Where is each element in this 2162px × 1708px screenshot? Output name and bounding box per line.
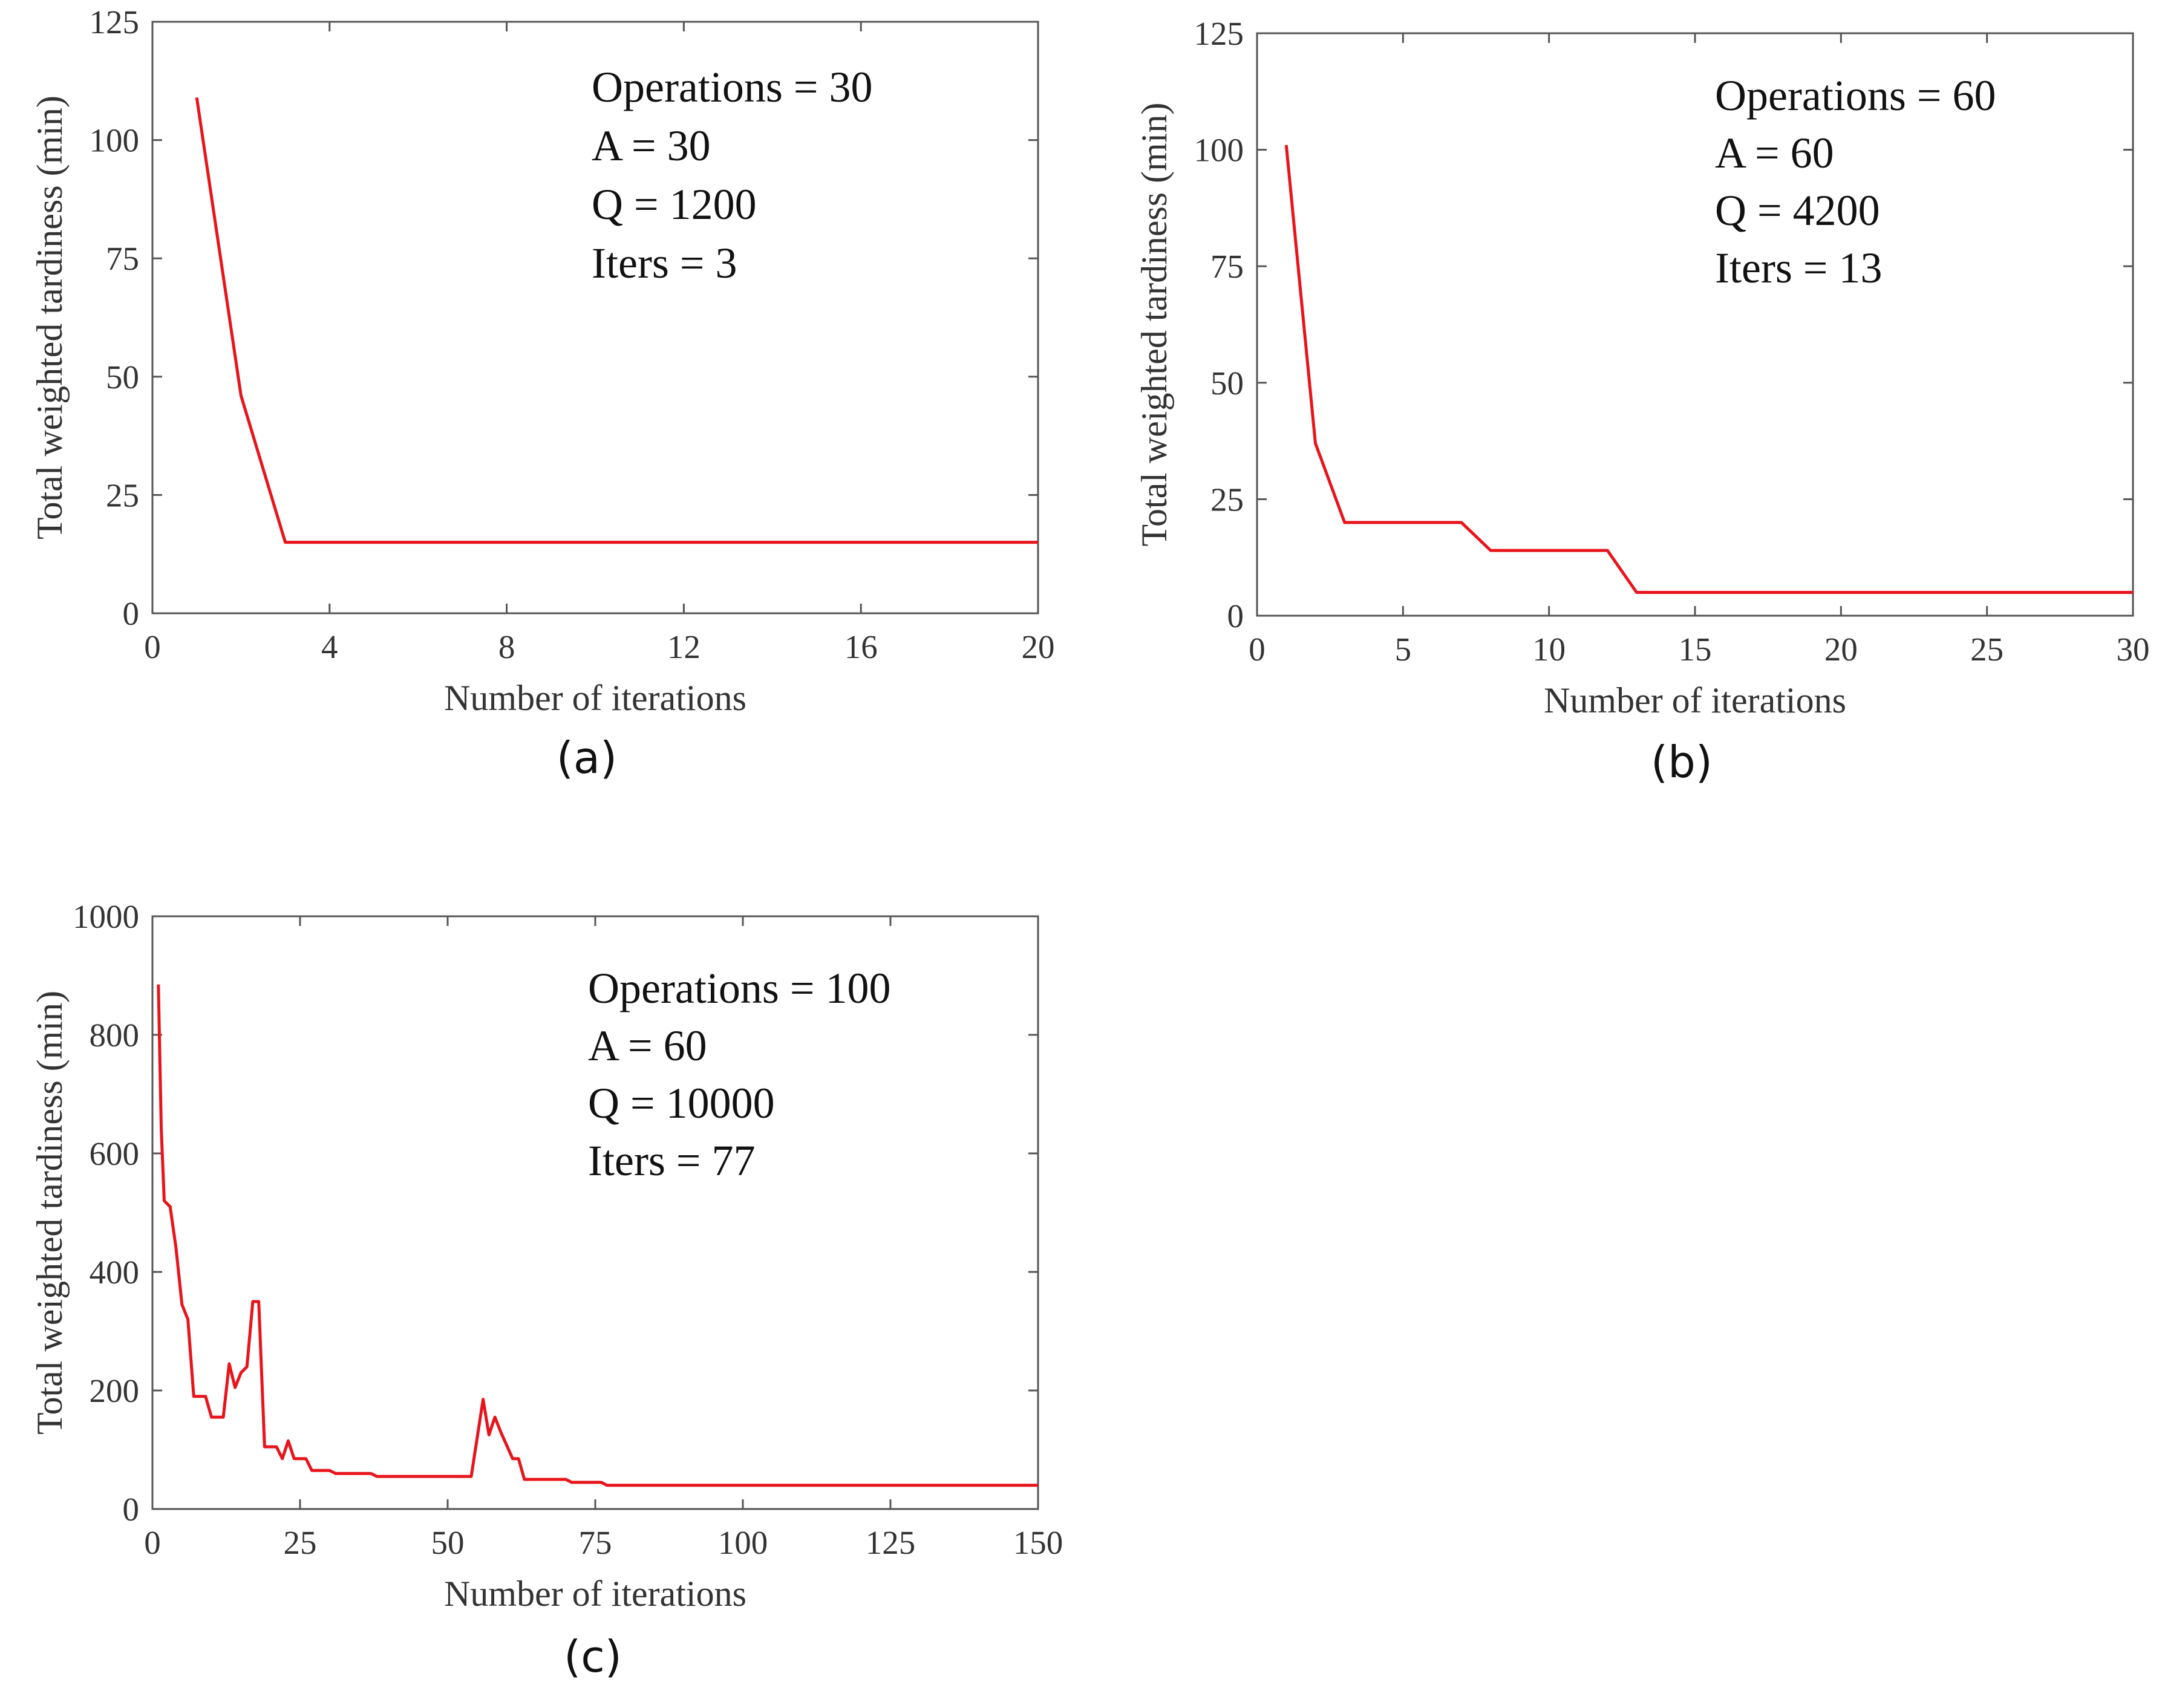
x-tick-label: 50 <box>431 1524 465 1561</box>
x-tick-label: 150 <box>1013 1524 1063 1561</box>
x-tick-label: 20 <box>1022 628 1055 665</box>
series-line-convergence <box>157 984 1038 1487</box>
panel-label: (b) <box>1651 737 1713 787</box>
annotation-line: A = 60 <box>588 1022 707 1070</box>
x-tick-label: 0 <box>144 1524 161 1561</box>
x-axis-title: Number of iterations <box>444 1574 746 1614</box>
y-tick-label: 75 <box>106 240 139 277</box>
y-tick-label: 50 <box>106 359 139 396</box>
x-tick-label: 8 <box>498 628 515 665</box>
annotation-line: A = 30 <box>592 122 711 170</box>
chart-panel-a: 0 4 8 12 16 20 0 25 50 75 100 125 Number of iteratio… <box>30 4 1055 783</box>
x-tick-label: 4 <box>321 628 338 665</box>
annotation-line: Q = 4200 <box>1715 186 1880 235</box>
x-tick-label: 0 <box>144 628 161 665</box>
y-tick-label: 0 <box>1227 598 1244 634</box>
y-tick-label: 0 <box>123 595 140 632</box>
plot-frame <box>151 21 1039 614</box>
y-tick-label: 600 <box>90 1135 140 1172</box>
chart-panel-c: 0 25 50 75 100 125 150 0 200 400 600 800 1000 Number … <box>30 898 1063 1682</box>
annotation-line: Operations = 30 <box>592 63 873 111</box>
x-axis-title: Number of iterations <box>444 678 746 718</box>
x-tick-label: 25 <box>1970 631 2004 668</box>
plot-frame <box>1256 32 2134 617</box>
x-tick-label: 75 <box>579 1524 612 1561</box>
x-tick-label: 12 <box>667 628 701 665</box>
annotation-line: Iters = 3 <box>592 239 737 287</box>
annotation-line: Operations = 100 <box>588 964 891 1012</box>
x-tick-label: 10 <box>1532 631 1566 668</box>
y-tick-label: 125 <box>1194 15 1244 52</box>
annotation-line: Q = 1200 <box>592 180 757 229</box>
panel-label: (c) <box>564 1631 622 1682</box>
y-tick-label: 25 <box>106 477 139 513</box>
x-axis-title: Number of iterations <box>1544 680 1846 720</box>
y-tick-label: 100 <box>90 122 140 159</box>
x-tick-label: 20 <box>1824 631 1858 668</box>
x-tick-label: 0 <box>1249 631 1266 668</box>
y-tick-label: 75 <box>1210 248 1244 285</box>
y-tick-label: 100 <box>1194 132 1244 169</box>
x-tick-label: 25 <box>284 1524 317 1561</box>
x-tick-label: 100 <box>718 1524 768 1561</box>
y-tick-label: 800 <box>90 1017 140 1054</box>
series-line-convergence <box>1284 145 2133 594</box>
y-tick-label: 50 <box>1210 365 1244 402</box>
x-tick-label: 125 <box>866 1524 916 1561</box>
annotation-line: Iters = 13 <box>1715 244 1883 292</box>
annotation-line: Iters = 77 <box>588 1136 756 1185</box>
annotation-line: Q = 10000 <box>588 1079 775 1127</box>
annotation-line: Operations = 60 <box>1715 71 1996 120</box>
y-axis-title: Total weighted tardiness (min) <box>30 991 70 1435</box>
panel-label: (a) <box>557 732 617 783</box>
y-tick-label: 25 <box>1210 481 1244 518</box>
series-line-convergence <box>195 97 1038 544</box>
y-tick-label: 200 <box>90 1372 140 1409</box>
x-tick-label: 30 <box>2117 631 2150 668</box>
x-tick-label: 5 <box>1395 631 1412 668</box>
x-tick-label: 15 <box>1679 631 1712 668</box>
x-tick-label: 16 <box>844 628 878 665</box>
y-tick-label: 1000 <box>73 898 139 935</box>
y-tick-label: 400 <box>90 1254 140 1291</box>
y-tick-label: 0 <box>123 1491 140 1528</box>
y-axis-title: Total weighted tardiness (min) <box>1134 103 1174 547</box>
annotation-line: A = 60 <box>1715 129 1834 177</box>
chart-panel-b: 0 5 10 15 20 25 30 0 25 50 75 100 125 Number of itera… <box>1134 15 2150 787</box>
y-axis-title: Total weighted tardiness (min) <box>30 96 70 539</box>
y-tick-label: 125 <box>90 4 140 41</box>
